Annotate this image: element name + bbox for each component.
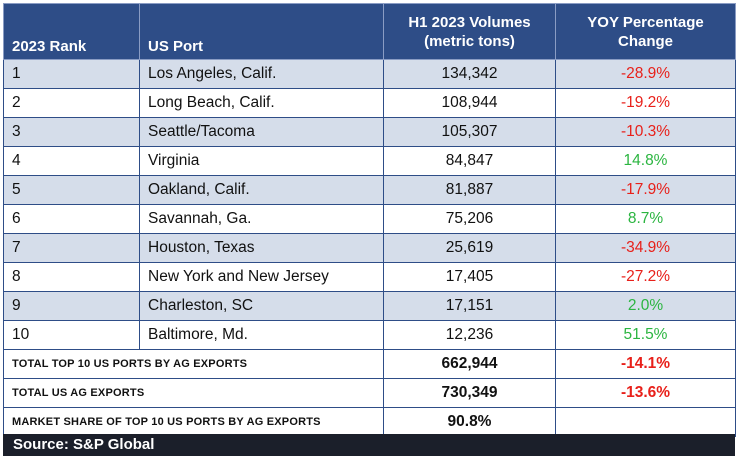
port-cell: Houston, Texas [139, 233, 384, 263]
volume-cell: 17,151 [383, 291, 556, 321]
total-yoy: -13.6% [555, 378, 736, 408]
port-cell: Savannah, Ga. [139, 204, 384, 234]
total-yoy: -14.1% [555, 349, 736, 379]
rank-cell: 2 [3, 88, 140, 118]
volume-cell: 81,887 [383, 175, 556, 205]
ports-table: 2023 Rank US Port H1 2023 Volumes (metri… [3, 3, 736, 437]
volume-cell: 25,619 [383, 233, 556, 263]
source-note: Source: S&P Global [3, 434, 735, 456]
rank-cell: 4 [3, 146, 140, 176]
yoy-cell: 2.0% [555, 291, 736, 321]
header-yoy: YOY Percentage Change [555, 3, 736, 60]
table-row: 5 Oakland, Calif. 81,887 -17.9% [3, 175, 736, 205]
yoy-cell: 51.5% [555, 320, 736, 350]
header-rank: 2023 Rank [3, 3, 140, 60]
volume-cell: 75,206 [383, 204, 556, 234]
total-row: TOTAL TOP 10 US PORTS BY AG EXPORTS 662,9… [3, 349, 736, 379]
yoy-cell: 8.7% [555, 204, 736, 234]
table-header-row: 2023 Rank US Port H1 2023 Volumes (metri… [3, 3, 736, 60]
table-body: 1 Los Angeles, Calif. 134,342 -28.9% 2 Long B… [3, 59, 736, 437]
rank-cell: 6 [3, 204, 140, 234]
total-volume: 730,349 [383, 378, 556, 408]
total-label: MARKET SHARE OF TOP 10 US PORTS BY AG EX… [3, 407, 384, 437]
port-cell: Seattle/Tacoma [139, 117, 384, 147]
table-row: 4 Virginia 84,847 14.8% [3, 146, 736, 176]
table-row: 9 Charleston, SC 17,151 2.0% [3, 291, 736, 321]
yoy-cell: -10.3% [555, 117, 736, 147]
yoy-cell: 14.8% [555, 146, 736, 176]
total-volume: 662,944 [383, 349, 556, 379]
rank-cell: 1 [3, 59, 140, 89]
yoy-cell: -28.9% [555, 59, 736, 89]
table-row: 10 Baltimore, Md. 12,236 51.5% [3, 320, 736, 350]
header-yoy-line2: Change [617, 32, 673, 50]
volume-cell: 134,342 [383, 59, 556, 89]
port-cell: Baltimore, Md. [139, 320, 384, 350]
port-cell: New York and New Jersey [139, 262, 384, 292]
total-volume: 90.8% [383, 407, 556, 437]
rank-cell: 3 [3, 117, 140, 147]
yoy-cell: -27.2% [555, 262, 736, 292]
volume-cell: 12,236 [383, 320, 556, 350]
total-label: TOTAL US AG EXPORTS [3, 378, 384, 408]
port-cell: Los Angeles, Calif. [139, 59, 384, 89]
rank-cell: 10 [3, 320, 140, 350]
rank-cell: 9 [3, 291, 140, 321]
total-row: TOTAL US AG EXPORTS 730,349 -13.6% [3, 378, 736, 408]
volume-cell: 108,944 [383, 88, 556, 118]
volume-cell: 84,847 [383, 146, 556, 176]
total-row: MARKET SHARE OF TOP 10 US PORTS BY AG EX… [3, 407, 736, 437]
header-volume-line2: (metric tons) [424, 32, 515, 50]
table-row: 1 Los Angeles, Calif. 134,342 -28.9% [3, 59, 736, 89]
port-cell: Charleston, SC [139, 291, 384, 321]
volume-cell: 17,405 [383, 262, 556, 292]
port-cell: Virginia [139, 146, 384, 176]
ports-table-container: 2023 Rank US Port H1 2023 Volumes (metri… [3, 3, 736, 437]
header-volume: H1 2023 Volumes (metric tons) [383, 3, 556, 60]
table-row: 7 Houston, Texas 25,619 -34.9% [3, 233, 736, 263]
table-row: 8 New York and New Jersey 17,405 -27.2% [3, 262, 736, 292]
yoy-cell: -19.2% [555, 88, 736, 118]
header-port: US Port [139, 3, 384, 60]
header-yoy-line1: YOY Percentage [587, 13, 704, 31]
total-label: TOTAL TOP 10 US PORTS BY AG EXPORTS [3, 349, 384, 379]
rank-cell: 8 [3, 262, 140, 292]
total-yoy [555, 407, 736, 437]
yoy-cell: -34.9% [555, 233, 736, 263]
table-row: 3 Seattle/Tacoma 105,307 -10.3% [3, 117, 736, 147]
port-cell: Oakland, Calif. [139, 175, 384, 205]
port-cell: Long Beach, Calif. [139, 88, 384, 118]
header-volume-line1: H1 2023 Volumes [408, 13, 531, 31]
table-row: 6 Savannah, Ga. 75,206 8.7% [3, 204, 736, 234]
table-row: 2 Long Beach, Calif. 108,944 -19.2% [3, 88, 736, 118]
yoy-cell: -17.9% [555, 175, 736, 205]
volume-cell: 105,307 [383, 117, 556, 147]
rank-cell: 5 [3, 175, 140, 205]
rank-cell: 7 [3, 233, 140, 263]
